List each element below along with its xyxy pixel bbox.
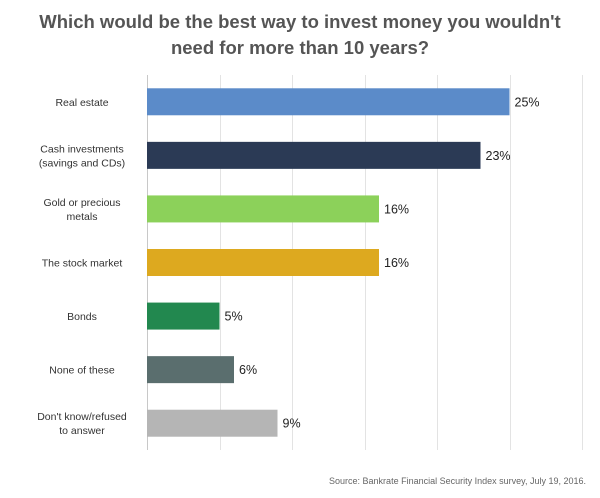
- category-labels: Real estate Cash investments (savings and …: [37, 97, 127, 437]
- category-label: Bonds: [67, 311, 97, 323]
- bar: [147, 302, 220, 330]
- category-label: Gold or precious metals: [43, 197, 120, 223]
- value-label: 16%: [384, 202, 409, 216]
- category-label: The stock market: [42, 258, 123, 270]
- gridlines: [147, 75, 583, 450]
- bar: [147, 356, 234, 384]
- value-label: 5%: [225, 310, 243, 324]
- source-note: Source: Bankrate Financial Security Inde…: [329, 476, 586, 486]
- bar: [147, 409, 278, 437]
- bars: [147, 88, 510, 437]
- value-label: 9%: [283, 417, 301, 431]
- value-label: 23%: [486, 149, 511, 163]
- category-label: None of these: [49, 365, 115, 377]
- chart-title-line-1: Which would be the best way to invest mo…: [39, 11, 561, 32]
- category-label: Cash investments (savings and CDs): [39, 143, 125, 169]
- bar: [147, 88, 510, 116]
- bar: [147, 249, 379, 276]
- value-labels: 25% 23% 16% 16% 5% 6% 9%: [225, 95, 540, 430]
- chart-title: Which would be the best way to invest mo…: [0, 9, 600, 61]
- bar: [147, 195, 379, 223]
- chart-title-line-2: need for more than 10 years?: [170, 37, 430, 58]
- category-label: Real estate: [55, 97, 108, 109]
- category-label: Don't know/refused to answer: [37, 411, 127, 437]
- bar: [147, 141, 481, 169]
- value-label: 6%: [239, 363, 257, 377]
- value-label: 16%: [384, 256, 409, 270]
- value-label: 25%: [515, 95, 540, 109]
